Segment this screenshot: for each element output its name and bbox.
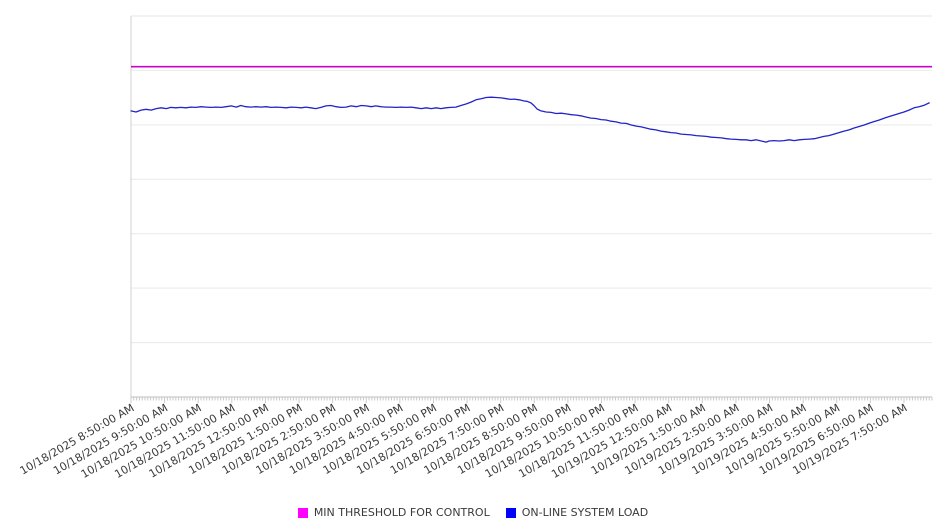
online-system-load-swatch-icon [505, 507, 516, 518]
online-system-load-line [130, 96, 930, 143]
legend-item-min-threshold: MIN THRESHOLD FOR CONTROL [297, 506, 490, 519]
chart-legend: MIN THRESHOLD FOR CONTROL ON-LINE SYSTEM… [0, 506, 946, 519]
legend-label-min-threshold: MIN THRESHOLD FOR CONTROL [313, 506, 490, 519]
min-threshold-swatch-icon [297, 507, 308, 518]
legend-label-online-system-load: ON-LINE SYSTEM LOAD [521, 506, 649, 519]
legend-item-online-system-load: ON-LINE SYSTEM LOAD [505, 506, 649, 519]
